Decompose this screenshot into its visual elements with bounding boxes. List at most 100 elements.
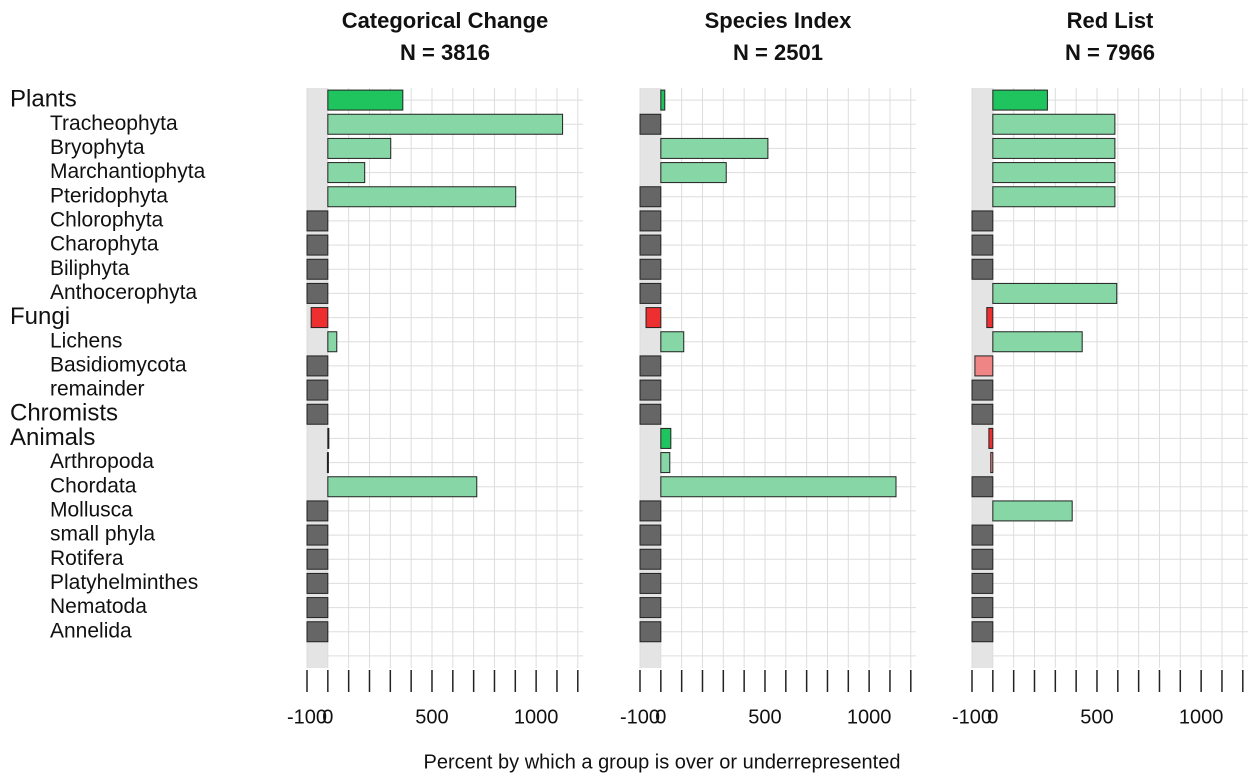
bar <box>306 500 329 522</box>
bar <box>639 258 662 280</box>
category-label: Lichens <box>50 329 122 352</box>
bar <box>639 524 662 546</box>
bar <box>971 379 994 401</box>
bar <box>992 282 1118 304</box>
bar <box>326 452 329 474</box>
bar <box>660 89 666 111</box>
bar <box>639 597 662 619</box>
bar <box>974 355 994 377</box>
category-label: Plants <box>10 85 77 112</box>
bar <box>306 621 329 643</box>
x-tick-label: 1000 <box>847 706 892 728</box>
category-label: Chromists <box>10 400 118 427</box>
bar <box>992 113 1116 135</box>
x-tick-label: 500 <box>415 706 448 728</box>
category-label: Anthocerophyta <box>50 281 197 304</box>
bar <box>660 452 671 474</box>
bar <box>306 379 329 401</box>
x-tick-label: 0 <box>987 706 998 728</box>
x-tick-label: -100 <box>952 706 992 728</box>
category-label: Tracheophyta <box>50 112 178 135</box>
bar <box>327 113 564 135</box>
bar <box>327 89 404 111</box>
category-label: Bryophyta <box>50 136 145 159</box>
bar <box>639 572 662 594</box>
bar <box>660 137 769 159</box>
bar <box>992 500 1073 522</box>
category-label: Rotifera <box>50 547 124 570</box>
underrepresented-band <box>972 88 993 668</box>
bar <box>971 597 994 619</box>
x-tick-label: 500 <box>748 706 781 728</box>
x-tick-label: -100 <box>620 706 660 728</box>
bar <box>306 548 329 570</box>
bar <box>971 548 994 570</box>
bar <box>306 258 329 280</box>
x-tick-label: 500 <box>1080 706 1113 728</box>
bar <box>310 307 329 329</box>
bar <box>992 162 1116 184</box>
x-tick-label: 0 <box>322 706 333 728</box>
underrepresented-band <box>307 88 328 668</box>
bar <box>660 476 897 498</box>
bar <box>306 210 329 232</box>
bar <box>327 162 366 184</box>
category-label: Marchantiophyta <box>50 160 206 183</box>
bar <box>639 282 662 304</box>
category-label: Nematoda <box>50 595 147 618</box>
x-tick-label: 0 <box>655 706 666 728</box>
bar <box>327 137 392 159</box>
bar <box>988 427 994 449</box>
bar <box>639 403 662 425</box>
bar <box>306 282 329 304</box>
bar <box>306 597 329 619</box>
category-label: Annelida <box>50 619 132 642</box>
bar <box>306 234 329 256</box>
category-label: remainder <box>50 378 145 401</box>
bar <box>660 331 685 353</box>
bar <box>645 307 662 329</box>
bar <box>971 572 994 594</box>
bar <box>639 621 662 643</box>
underrepresented-band <box>640 88 661 668</box>
bar <box>992 186 1116 208</box>
bar <box>971 258 994 280</box>
bar <box>971 476 994 498</box>
bar <box>990 452 994 474</box>
category-label: Pteridophyta <box>50 184 168 207</box>
x-tick-label: -100 <box>287 706 327 728</box>
category-label: Mollusca <box>50 498 133 521</box>
bar <box>639 113 662 135</box>
bar <box>971 621 994 643</box>
category-label: Chordata <box>50 474 137 497</box>
category-label: Fungi <box>10 303 70 330</box>
panel-subtitle: N = 2501 <box>733 40 823 65</box>
category-label: Chlorophyta <box>50 208 164 231</box>
bar <box>306 524 329 546</box>
bar <box>639 234 662 256</box>
category-label: Basidiomycota <box>50 353 187 376</box>
bar <box>306 403 329 425</box>
bar <box>971 524 994 546</box>
panel-subtitle: N = 3816 <box>400 40 490 65</box>
bar <box>327 476 478 498</box>
bar <box>327 427 330 449</box>
category-label: Arthropoda <box>50 450 154 473</box>
x-axis-label: Percent by which a group is over or unde… <box>424 751 901 773</box>
panel-title: Species Index <box>705 8 853 33</box>
category-label: Charophyta <box>50 233 159 256</box>
bar <box>639 355 662 377</box>
bar <box>639 548 662 570</box>
panel-subtitle: N = 7966 <box>1065 40 1155 65</box>
bar <box>639 210 662 232</box>
bar <box>660 427 672 449</box>
bar <box>971 403 994 425</box>
bar <box>639 500 662 522</box>
category-label: Biliphyta <box>50 257 130 280</box>
bar <box>306 355 329 377</box>
category-label: small phyla <box>50 523 155 546</box>
bar <box>327 331 338 353</box>
bar <box>639 379 662 401</box>
